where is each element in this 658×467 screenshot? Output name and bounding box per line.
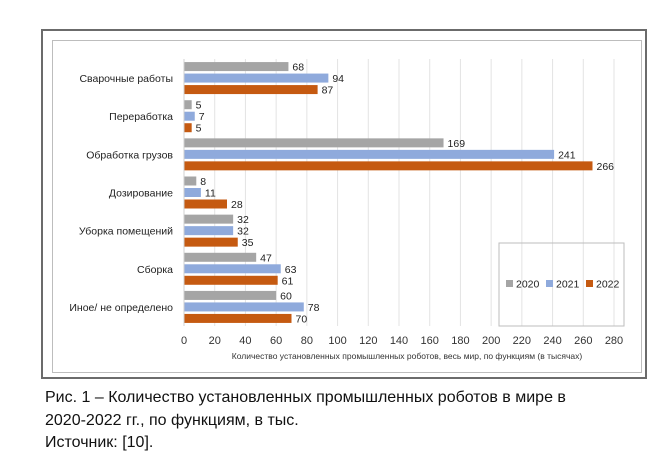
bar-2022 [184,199,227,209]
chart-area [52,40,642,373]
data-label: 61 [282,275,294,287]
bar-2021 [184,264,281,274]
data-label: 8 [200,176,206,188]
bar-2022 [184,275,278,285]
bar-2020 [184,100,192,110]
bar-2020 [184,214,234,224]
data-label: 169 [448,138,466,150]
bar-2022 [184,237,238,247]
bar-2022 [184,161,593,171]
data-label: 94 [332,73,344,85]
data-label: 7 [199,111,205,123]
bar-chart: 0 20 40 60 80 100 120 140 160 180 200 220 240 260 280 К… [69,59,625,361]
caption-line-2: 2020-2022 гг., по функциям, в тыс. [45,412,299,429]
x-tick-label: 180 [451,335,469,347]
x-tick-label: 240 [543,335,561,347]
x-tick-label: 260 [574,335,592,347]
data-label: 241 [558,149,576,161]
figure-frame [41,29,647,379]
x-tick-label: 40 [239,335,251,347]
bar-2020 [184,290,277,300]
bar-2022 [184,123,192,133]
data-label: 47 [260,252,272,264]
legend-swatch-2020 [506,280,513,287]
data-label: 5 [196,123,202,135]
legend-swatch-2022 [586,280,593,287]
data-label: 68 [292,62,304,74]
data-label: 32 [237,226,249,238]
legend-label: 2021 [556,279,580,291]
x-tick-label: 220 [513,335,531,347]
data-label: 78 [308,302,320,314]
bar-2020 [184,252,257,262]
data-label: 5 [196,100,202,112]
caption-source: Источник: [10]. [45,434,154,451]
x-tick-label: 280 [605,335,623,347]
bar-2021 [184,73,329,83]
bar-2020 [184,62,289,72]
category-label: Сварочные работы [79,73,173,85]
legend-box [498,242,625,327]
data-label: 11 [205,188,216,200]
legend-label: 2020 [516,279,540,291]
data-label: 63 [285,264,297,276]
data-label: 70 [296,313,308,325]
x-tick-label: 80 [301,335,313,347]
legend-swatch-2021 [546,280,553,287]
x-tick-label: 200 [482,335,500,347]
data-label: 35 [242,237,254,249]
x-tick-label: 100 [328,335,346,347]
bar-2021 [184,188,201,197]
legend-label: 2022 [596,279,620,291]
data-label: 87 [322,85,334,97]
data-label: 266 [597,161,615,173]
x-tick-label: 160 [421,335,439,347]
category-label: Сборка [137,264,173,276]
category-label: Обработка грузов [86,149,173,161]
x-tick-label: 20 [209,335,221,347]
category-label: Уборка помещений [79,226,173,238]
bar-2021 [184,149,555,159]
bar-2022 [184,313,292,323]
bar-2021 [184,111,195,121]
bar-2022 [184,85,318,95]
data-label: 32 [237,214,249,226]
data-label: 28 [231,199,243,211]
bar-2021 [184,302,304,312]
x-tick-label: 0 [181,335,187,347]
x-tick-label: 140 [390,335,408,347]
bar-2020 [184,176,197,186]
data-label: 60 [280,290,292,302]
bar-2021 [184,226,234,236]
x-axis-title: Количество установленных промышленных ро… [232,351,583,361]
x-tick-label: 120 [359,335,377,347]
caption-line-1: Рис. 1 – Количество установленных промыш… [45,389,566,406]
category-label: Дозирование [109,188,173,200]
bar-2020 [184,138,444,148]
x-tick-label: 60 [270,335,282,347]
category-label: Переработка [109,111,173,123]
category-label: Иное/ не определено [69,302,173,314]
